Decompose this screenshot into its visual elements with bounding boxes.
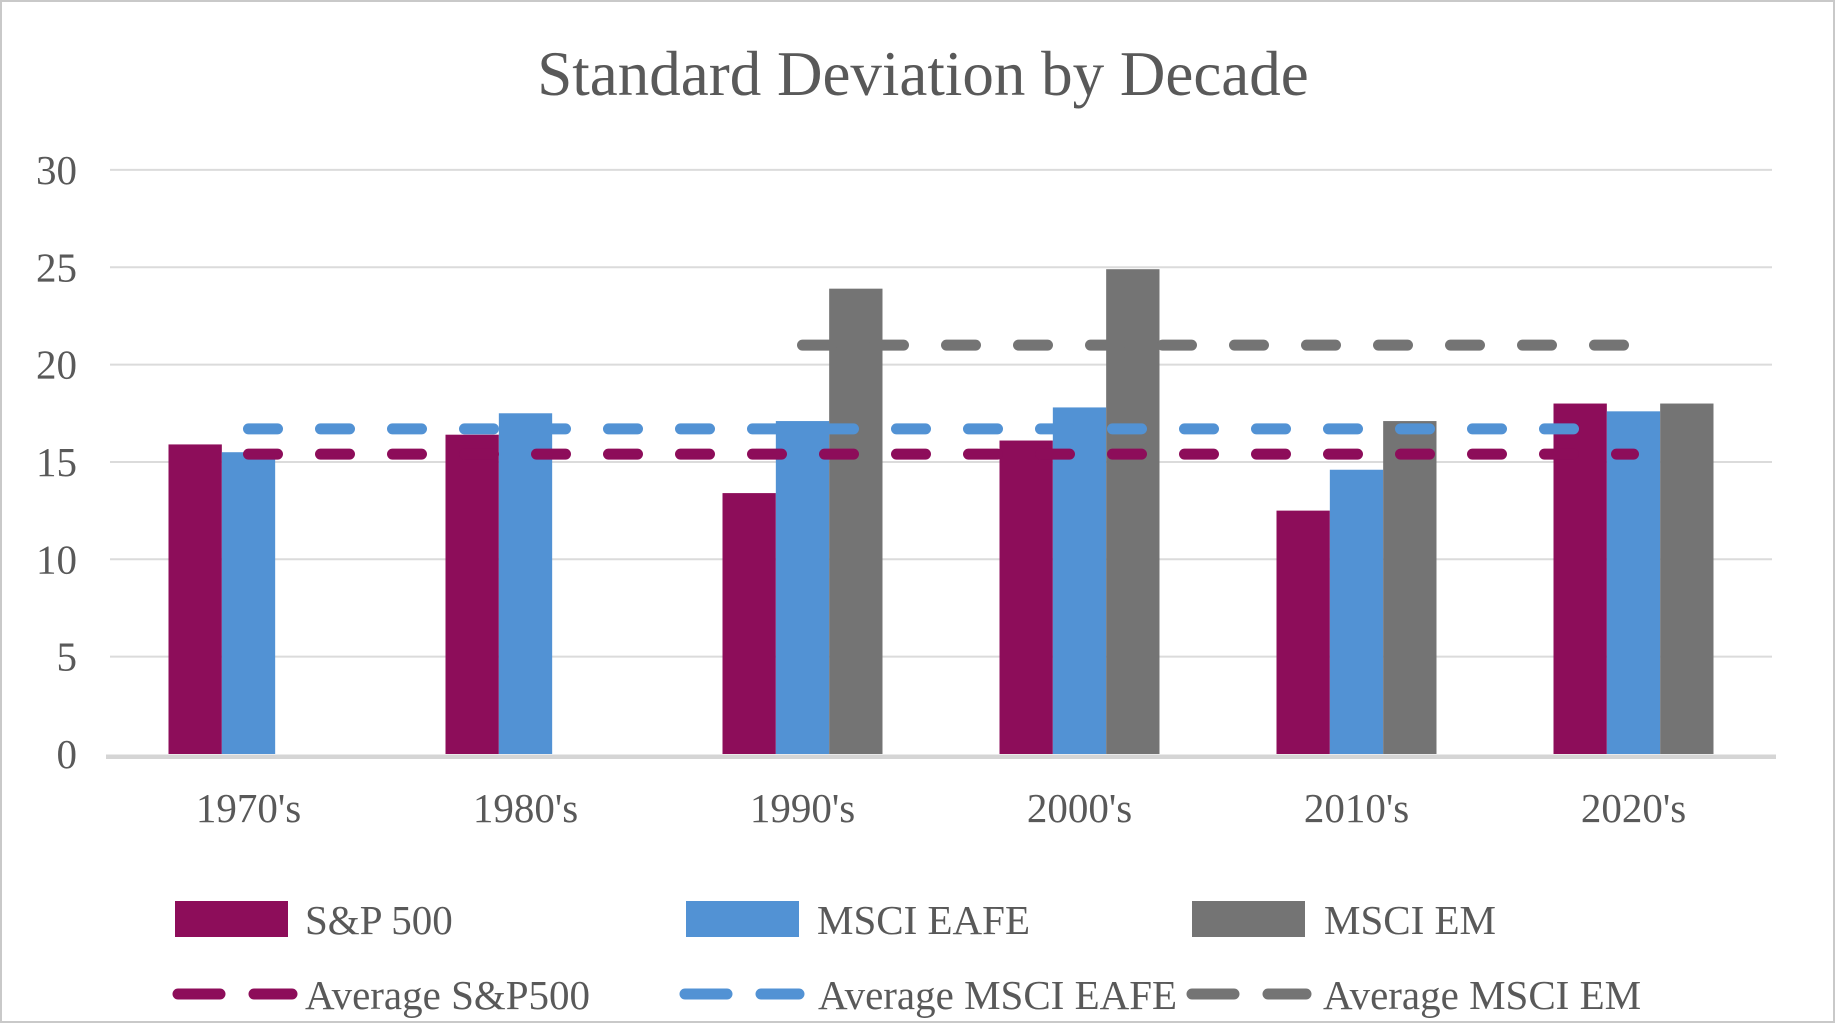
y-tick-label-10: 10 (36, 536, 77, 582)
y-tick-label-15: 15 (36, 439, 77, 485)
y-tick-label-20: 20 (36, 342, 77, 388)
legend-label-s-p-500: S&P 500 (305, 897, 453, 943)
x-category-label-1990: 1990's (750, 785, 855, 831)
x-axis-line (106, 754, 1776, 759)
bar-s-p-500-1970 (168, 444, 222, 754)
bar-msci-eafe-1980 (498, 413, 553, 754)
bar-msci-eafe-2010 (1329, 469, 1384, 754)
legend-label-msci-eafe: MSCI EAFE (817, 897, 1030, 943)
gridlines (110, 168, 1772, 658)
x-axis-category-labels: 1970's 1980's 1990's 2000's 2010's 2020's (196, 785, 1686, 831)
average-lines (243, 339, 1639, 460)
legend-label-average-msci-em: Average MSCI EM (1323, 972, 1641, 1018)
y-tick-label-0: 0 (57, 731, 78, 777)
legend: S&P 500 MSCI EAFE MSCI EM Average S&P500 Ave… (172, 897, 1641, 1018)
x-category-label-2000: 2000's (1027, 785, 1132, 831)
bar-msci-em-1990 (829, 288, 883, 754)
x-category-label-2010: 2010's (1304, 785, 1409, 831)
legend-swatch-s-p-500 (175, 901, 288, 937)
bar-msci-eafe-2020 (1606, 411, 1661, 754)
x-category-label-1980: 1980's (473, 785, 578, 831)
x-category-label-2020: 2020's (1581, 785, 1686, 831)
bars (168, 269, 1714, 754)
x-axis-line (106, 754, 1776, 759)
legend-label-average-msci-eafe: Average MSCI EAFE (818, 972, 1177, 1018)
bar-s-p-500-2000 (999, 440, 1053, 754)
bar-s-p-500-1980 (445, 434, 499, 754)
bar-msci-eafe-2000 (1052, 407, 1107, 754)
bar-msci-em-2020 (1660, 403, 1714, 754)
legend-label-msci-em: MSCI EM (1324, 897, 1496, 943)
legend-label-average-s-p500: Average S&P500 (305, 972, 590, 1018)
y-tick-label-30: 30 (36, 147, 77, 193)
bar-s-p-500-2010 (1276, 510, 1330, 754)
legend-swatch-msci-eafe (686, 901, 799, 937)
bar-msci-eafe-1990 (775, 421, 830, 754)
x-category-label-1970: 1970's (196, 785, 301, 831)
y-tick-label-5: 5 (57, 634, 78, 680)
bar-s-p-500-1990 (722, 493, 776, 754)
bar-msci-em-2010 (1383, 421, 1437, 754)
y-tick-label-25: 25 (36, 244, 77, 290)
bar-s-p-500-2020 (1553, 403, 1607, 754)
y-axis-tick-labels: 0 5 10 15 20 25 30 (36, 147, 77, 777)
chart-title: Standard Deviation by Decade (537, 39, 1308, 109)
legend-swatch-msci-em (1192, 901, 1305, 937)
bar-msci-eafe-1970 (221, 452, 276, 754)
